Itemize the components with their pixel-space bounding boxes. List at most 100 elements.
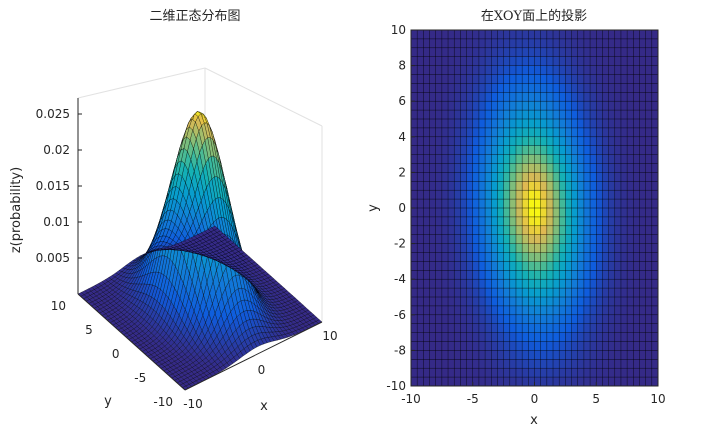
- projection-cell: [423, 101, 430, 111]
- projection-cell: [429, 323, 436, 333]
- projection-cell: [503, 279, 511, 289]
- projection-cell: [528, 38, 535, 49]
- projection-cell: [497, 216, 504, 227]
- projection-cell: [460, 74, 467, 84]
- projection-cell: [583, 127, 591, 138]
- projection-cell: [583, 172, 591, 182]
- projection-cell: [491, 252, 498, 262]
- projection-cell: [540, 225, 548, 235]
- projection-cell: [528, 314, 535, 324]
- projection-cell: [460, 270, 467, 280]
- projection-cell: [602, 243, 609, 253]
- projection-cell: [423, 199, 430, 209]
- projection-cell: [590, 65, 597, 75]
- projection-cell: [645, 56, 653, 66]
- projection-cell: [448, 368, 455, 378]
- projection-cell: [448, 38, 455, 49]
- projection-cell: [633, 208, 640, 218]
- projection-cell: [411, 199, 418, 209]
- surface-y-axis-label: y: [104, 394, 112, 409]
- projection-cell: [645, 145, 653, 155]
- projection-cell: [620, 136, 628, 146]
- projection-cell: [454, 261, 461, 271]
- projection-cell: [472, 56, 480, 66]
- projection-cell: [515, 38, 523, 49]
- projection-cell: [485, 163, 492, 173]
- projection-cell: [620, 181, 628, 191]
- projection-cell: [435, 181, 443, 191]
- projection-cell: [620, 145, 628, 155]
- projection-cell: [429, 332, 436, 342]
- projection-cell: [423, 83, 430, 93]
- projection-cell: [627, 234, 634, 244]
- projection-cell: [472, 208, 480, 218]
- projection-cell: [448, 350, 455, 360]
- projection-cell: [639, 30, 646, 40]
- projection-cell: [503, 172, 511, 182]
- projection-cell: [553, 172, 560, 182]
- projection-cell: [515, 359, 523, 369]
- projection-cell: [651, 181, 659, 191]
- projection-cell: [571, 110, 579, 120]
- projection-cell: [509, 261, 517, 271]
- projection-cell: [639, 297, 646, 307]
- projection-cell: [608, 341, 616, 351]
- projection-cell: [553, 368, 560, 378]
- projection-cell: [411, 172, 418, 182]
- projection-cell: [491, 234, 498, 244]
- projection-cell: [528, 279, 535, 289]
- projection-cell: [540, 119, 548, 129]
- projection-cell: [423, 38, 430, 49]
- projection-cell: [534, 359, 541, 369]
- projection-cell: [571, 154, 579, 164]
- projection-cell: [528, 181, 535, 191]
- projection-cell: [423, 30, 430, 40]
- projection-cell: [472, 47, 480, 57]
- projection-cell: [645, 199, 653, 209]
- projection-cell: [460, 288, 467, 298]
- projection-cell: [602, 83, 609, 93]
- projection-cell: [645, 297, 653, 307]
- projection-cell: [577, 297, 585, 307]
- projection-cell: [411, 368, 418, 378]
- projection-cell: [639, 145, 646, 155]
- projection-cell: [645, 208, 653, 218]
- projection-cell: [466, 341, 474, 351]
- x-axis-line: [184, 321, 323, 391]
- projection-cell: [534, 136, 541, 146]
- projection-cell: [571, 216, 579, 227]
- projection-cell: [497, 297, 504, 307]
- projection-cell: [528, 101, 535, 111]
- projection-cell: [435, 56, 443, 66]
- projection-cell: [472, 359, 480, 369]
- projection-cell: [435, 127, 443, 138]
- projection-cell: [497, 145, 504, 155]
- projection-cell: [620, 288, 628, 298]
- projection-cell: [509, 314, 517, 324]
- projection-cell: [614, 288, 622, 298]
- projection-cell: [540, 341, 548, 351]
- projection-cell: [423, 234, 430, 244]
- projection-cell: [571, 359, 579, 369]
- projection-cell: [627, 163, 634, 173]
- projection-cell: [633, 110, 640, 120]
- projection-cell: [577, 350, 585, 360]
- projection-cell: [620, 216, 628, 227]
- projection-cell: [417, 323, 424, 333]
- projection-cell: [509, 225, 517, 235]
- projection-cell: [435, 92, 443, 102]
- projection-cell: [497, 261, 504, 271]
- projection-cell: [441, 341, 449, 351]
- projection-cell: [417, 208, 424, 218]
- projection-cell: [602, 252, 609, 262]
- projection-cell: [577, 30, 585, 40]
- projection-cell: [478, 199, 486, 209]
- projection-cell: [540, 172, 548, 182]
- projection-cell: [639, 136, 646, 146]
- projection-cell: [491, 172, 498, 182]
- projection-cell: [522, 377, 529, 387]
- projection-cell: [571, 190, 579, 200]
- projection-cell: [590, 359, 597, 369]
- projection-cell: [411, 38, 418, 49]
- projection-cell: [639, 127, 646, 138]
